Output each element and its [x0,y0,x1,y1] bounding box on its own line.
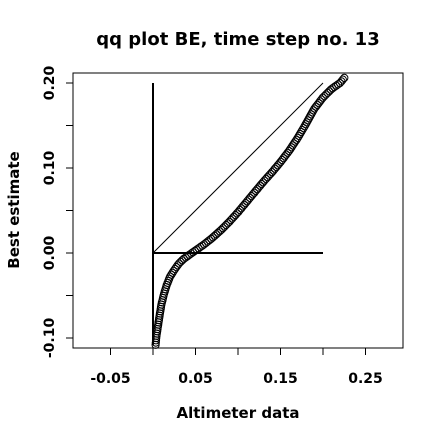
data-point [293,133,302,142]
data-point [338,75,347,84]
y-axis-label: Best estimate [5,151,23,268]
data-point [298,126,307,135]
x-tick-label: 0.05 [178,371,213,387]
chart-title: qq plot BE, time step no. 13 [96,29,379,50]
y-tick-label: -0.10 [42,318,58,359]
data-point [340,73,349,83]
data-points [151,73,349,349]
x-tick-label: -0.05 [90,371,130,387]
y-axis: -0.10 0.00 0.10 0.20 [42,65,73,358]
x-tick-label: 0.15 [263,371,298,387]
y-tick-label: 0.20 [42,65,58,100]
reference-line-identity [152,82,324,254]
y-tick-label: 0.10 [42,150,58,185]
x-axis: -0.05 0.05 0.15 0.25 [90,348,383,387]
y-tick-label: 0.00 [42,235,58,270]
data-point [295,129,305,139]
data-point [308,108,317,117]
x-axis-label: Altimeter data [177,404,300,422]
x-tick-label: 0.25 [348,371,383,387]
reference-lines [152,82,324,345]
